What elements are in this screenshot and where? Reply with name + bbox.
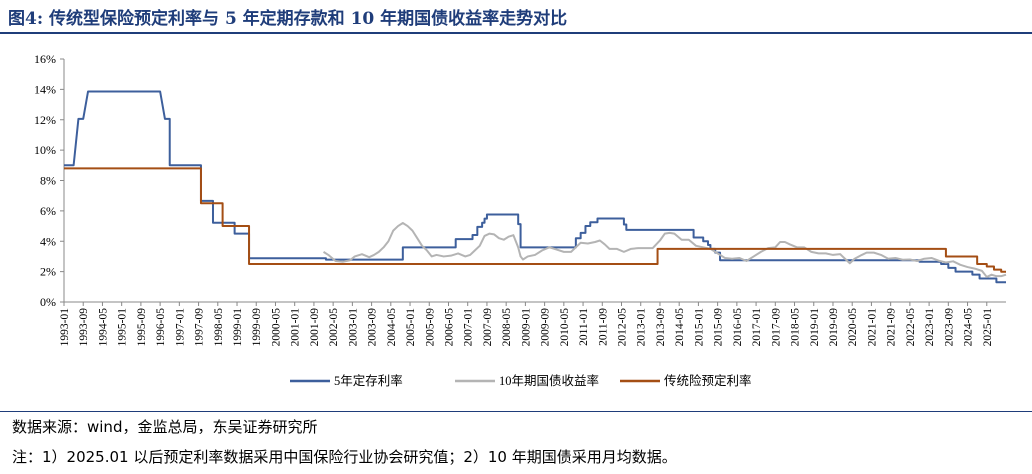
x-tick-label: 2001-09 bbox=[309, 308, 321, 347]
data-source-note: 数据来源：wind，金监总局，东吴证券研究所 bbox=[12, 418, 318, 436]
x-tick-label: 2004-05 bbox=[386, 308, 398, 347]
legend-label-1: 5年定存利率 bbox=[334, 373, 403, 388]
y-tick-label: 0% bbox=[40, 295, 56, 309]
series-line-1 bbox=[64, 90, 1006, 284]
x-tick-label: 2005-01 bbox=[405, 308, 417, 347]
x-tick-label: 2006-05 bbox=[443, 308, 455, 347]
x-tick-label: 1993-09 bbox=[78, 308, 90, 347]
x-tick-label: 2013-09 bbox=[655, 308, 667, 347]
x-tick-label: 1995-01 bbox=[117, 308, 129, 347]
x-tick-label: 2012-05 bbox=[617, 308, 629, 347]
y-tick-label: 14% bbox=[34, 82, 56, 96]
x-tick-label: 2009-01 bbox=[520, 308, 532, 347]
x-tick-label: 2021-01 bbox=[866, 308, 878, 347]
x-tick-label: 2007-09 bbox=[482, 308, 494, 347]
x-tick-label: 2013-01 bbox=[636, 308, 648, 347]
x-tick-label: 2015-09 bbox=[713, 308, 725, 347]
x-tick-label: 2021-09 bbox=[886, 308, 898, 347]
x-tick-label: 2023-09 bbox=[943, 308, 955, 347]
x-tick-label: 1999-01 bbox=[232, 308, 244, 347]
x-tick-label: 2015-01 bbox=[693, 308, 705, 347]
x-tick-label: 2001-01 bbox=[290, 308, 302, 347]
x-tick-label: 2010-05 bbox=[559, 308, 571, 347]
x-tick-label: 2017-09 bbox=[770, 308, 782, 347]
x-tick-label: 1995-09 bbox=[136, 308, 148, 347]
footer-divider bbox=[0, 411, 1032, 412]
x-tick-label: 2019-09 bbox=[828, 308, 840, 347]
x-tick-label: 2016-05 bbox=[732, 308, 744, 347]
series-line-3 bbox=[64, 167, 1006, 273]
chart-plot-area bbox=[64, 90, 1007, 284]
x-tick-label: 2011-01 bbox=[578, 308, 590, 346]
x-tick-label: 2011-09 bbox=[597, 308, 609, 346]
chart-axes: 0% 2% 4% 6% 8% 10% 12% 14% 16% 1993-01 1993-09 1994… bbox=[34, 52, 1006, 346]
x-tick-label: 1997-09 bbox=[194, 308, 206, 347]
x-tick-label: 1999-09 bbox=[251, 308, 263, 347]
x-tick-label: 2009-09 bbox=[540, 308, 552, 347]
chart-legend: 5年定存利率 10年期国债收益率 传统险预定利率 bbox=[290, 373, 752, 388]
y-tick-label: 4% bbox=[40, 234, 56, 248]
y-tick-label: 16% bbox=[34, 52, 56, 66]
x-tick-label: 1998-05 bbox=[213, 308, 225, 347]
y-tick-label: 12% bbox=[34, 113, 56, 127]
x-tick-label: 2005-09 bbox=[424, 308, 436, 347]
x-tick-label: 2018-05 bbox=[790, 308, 802, 347]
y-tick-label: 2% bbox=[40, 265, 56, 279]
x-tick-label: 2025-01 bbox=[982, 308, 994, 347]
x-tick-label: 2017-01 bbox=[751, 308, 763, 347]
x-tick-label: 2023-01 bbox=[924, 308, 936, 347]
x-tick-label: 1997-01 bbox=[174, 308, 186, 347]
y-tick-label: 10% bbox=[34, 143, 56, 157]
series-line-2 bbox=[322, 222, 1007, 278]
x-tick-label: 1994-05 bbox=[97, 308, 109, 347]
legend-label-3: 传统险预定利率 bbox=[664, 373, 752, 388]
line-chart: 0% 2% 4% 6% 8% 10% 12% 14% 16% 1993-01 1993-09 1994… bbox=[34, 52, 1007, 388]
x-tick-label: 2022-05 bbox=[905, 308, 917, 347]
legend-label-2: 10年期国债收益率 bbox=[499, 373, 599, 388]
x-tick-label: 2014-05 bbox=[674, 308, 686, 347]
x-tick-label: 2024-05 bbox=[963, 308, 975, 347]
x-tick-label: 2020-05 bbox=[847, 308, 859, 347]
x-tick-label: 2000-05 bbox=[270, 308, 282, 347]
title-divider bbox=[0, 32, 1032, 34]
x-tick-label: 1996-05 bbox=[155, 308, 167, 347]
y-tick-label: 8% bbox=[40, 174, 56, 188]
x-tick-label: 2002-05 bbox=[328, 308, 340, 347]
chart-title: 图4: 传统型保险预定利率与 5 年定期存款和 10 年期国债收益率走势对比 bbox=[8, 9, 568, 29]
x-tick-label: 2008-05 bbox=[501, 308, 513, 347]
x-tick-label: 2007-01 bbox=[463, 308, 475, 347]
x-tick-label: 1993-01 bbox=[59, 308, 71, 347]
y-tick-label: 6% bbox=[40, 204, 56, 218]
x-tick-label: 2019-01 bbox=[809, 308, 821, 347]
x-tick-label: 2003-01 bbox=[347, 308, 359, 347]
x-tick-label: 2003-09 bbox=[367, 308, 379, 347]
footnote: 注：1）2025.01 以后预定利率数据采用中国保险行业协会研究值；2）10 年… bbox=[12, 448, 677, 466]
